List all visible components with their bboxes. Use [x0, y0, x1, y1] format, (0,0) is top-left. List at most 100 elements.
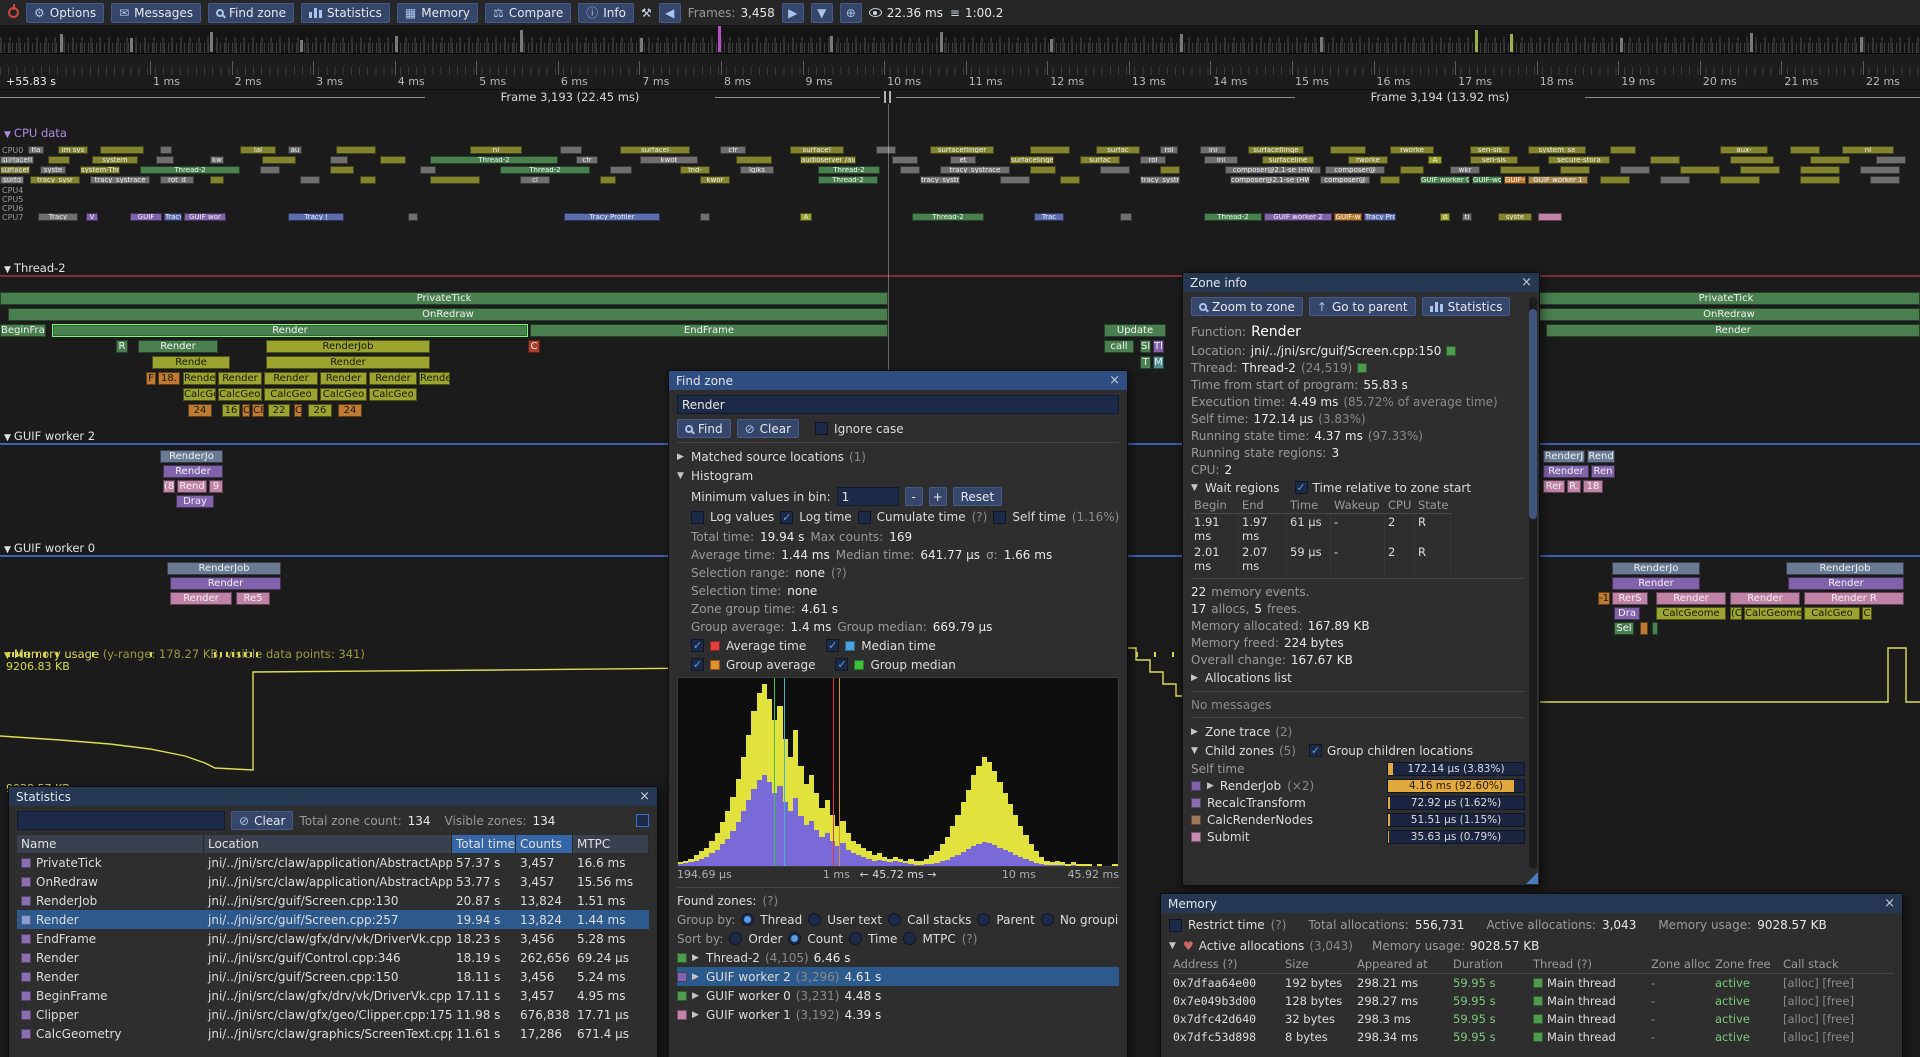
timeline-zone[interactable]: T [1140, 356, 1151, 369]
timeline-zone[interactable]: CalcGeo [320, 388, 367, 401]
timeline-zone[interactable]: tracy_systrace [1140, 176, 1180, 184]
scrollbar-thumb[interactable] [1529, 309, 1537, 519]
timeline-zone[interactable] [1160, 166, 1180, 174]
timeline-zone[interactable]: wkr [1450, 166, 1480, 174]
column-header-counts[interactable]: Counts [516, 835, 573, 853]
timeline-zone[interactable] [1560, 166, 1590, 174]
timeline-zone[interactable]: Rer [1543, 480, 1565, 493]
timeline-zone[interactable]: Render [52, 324, 528, 337]
timeline-zone[interactable]: Render [1730, 592, 1800, 605]
timeline-zone[interactable]: V [86, 213, 98, 221]
timeline-zone[interactable]: Render R [1804, 592, 1904, 605]
timeline-zone[interactable]: fnd- [680, 166, 710, 174]
reset-button[interactable]: Reset [952, 487, 1003, 506]
timeline-zone[interactable] [1800, 166, 1840, 174]
time-relative-checkbox[interactable]: ✓ [1294, 481, 1308, 494]
child-zone-row[interactable]: Self time 172.14 μs (3.83%) [1191, 760, 1525, 777]
timeline-zone[interactable] [1650, 156, 1680, 164]
cumulate-time-checkbox[interactable] [857, 510, 871, 524]
timeline-zone[interactable]: surfaceline [1262, 156, 1314, 164]
timeline-zone[interactable]: sen-sis [1470, 146, 1510, 154]
zone-name-cell[interactable]: EndFrame [17, 929, 204, 948]
frame-bar[interactable] [130, 38, 133, 52]
child-zone-row[interactable]: CalcRenderNodes 51.51 μs (1.15%) [1191, 811, 1525, 828]
timeline-zone[interactable]: 18. [158, 372, 180, 385]
timeline-zone[interactable] [380, 156, 406, 164]
column-header-appearedat[interactable]: Appeared at [1353, 955, 1449, 974]
timeline-zone[interactable]: Render [1656, 592, 1726, 605]
timeline-zone[interactable] [1330, 146, 1366, 154]
timeline-zone[interactable] [48, 156, 70, 164]
stats-options-toggle[interactable] [636, 814, 649, 827]
timeline-zone[interactable] [1810, 156, 1850, 164]
column-header-duration[interactable]: Duration [1449, 955, 1529, 974]
timeline-zone[interactable] [160, 146, 172, 154]
timeline-zone[interactable]: ini [1204, 156, 1238, 164]
timeline-zone[interactable] [1030, 146, 1070, 154]
timeline-zone[interactable] [1500, 166, 1540, 174]
timeline-zone[interactable]: Thread-2 [430, 156, 558, 164]
timeline-zone[interactable]: sen-sis [1470, 156, 1518, 164]
frame-overview-strip[interactable] [0, 26, 1920, 54]
timeline-zone[interactable]: RerS [1612, 592, 1648, 605]
call-stack-cell[interactable]: [alloc] [free] [1783, 1012, 1855, 1026]
timeline-zone[interactable]: fla [28, 146, 44, 154]
timeline-zone[interactable] [1876, 156, 1906, 164]
timeline-zone[interactable]: Render [218, 372, 262, 385]
zone-info-titlebar[interactable]: Zone info × [1183, 273, 1539, 292]
timeline-zone[interactable]: rot_d [160, 176, 194, 184]
frame-bar[interactable] [395, 36, 398, 52]
timeline-zone[interactable]: CalcGeomet [1744, 607, 1802, 620]
zone-name-cell[interactable]: Render [17, 948, 204, 967]
call-stacks-radio[interactable] [888, 913, 902, 926]
timeline-zone[interactable]: nl [470, 146, 522, 154]
location-value[interactable]: jni/../jni/src/guif/Screen.cpp:150 [1250, 343, 1442, 358]
zone-name-cell[interactable]: OnRedraw [17, 872, 204, 891]
timeline-zone[interactable]: Update [1104, 324, 1166, 337]
timeline-zone[interactable] [262, 156, 296, 164]
close-icon[interactable]: × [1884, 896, 1895, 911]
timeline-zone[interactable]: kw [210, 156, 224, 164]
timeline-zone[interactable] [1600, 176, 1630, 184]
close-icon[interactable]: × [639, 789, 650, 804]
timeline-zone[interactable]: kwot [640, 156, 698, 164]
timeline-zone[interactable]: GUIF-work [1472, 176, 1502, 184]
average-time-checkbox[interactable]: ✓ [691, 639, 704, 652]
timeline-zone[interactable] [1640, 622, 1648, 635]
timeline-zone[interactable]: surfacefli [0, 166, 30, 174]
timeline-zone[interactable]: A [1428, 156, 1442, 164]
timeline-zone[interactable] [900, 166, 920, 174]
thread-section-header[interactable]: ▼ GUIF worker 0 [4, 541, 96, 555]
column-header-location[interactable]: Location [204, 835, 452, 853]
statistics-titlebar[interactable]: Statistics × [9, 787, 657, 806]
timeline-zone[interactable]: CalcGeor [218, 388, 262, 401]
user-text-radio[interactable] [808, 913, 822, 926]
ignore-case-checkbox[interactable] [815, 422, 829, 435]
time-radio[interactable] [849, 932, 863, 945]
min-bin-input[interactable] [836, 487, 899, 506]
timeline-zone[interactable]: cfr [720, 146, 746, 154]
self-time-checkbox[interactable] [993, 510, 1007, 524]
timeline-zone[interactable]: OnRedraw [1538, 308, 1920, 321]
find-zone-button[interactable]: Find zone [208, 2, 295, 23]
frame-bar[interactable] [1320, 37, 1323, 52]
group-children-checkbox[interactable]: ✓ [1308, 744, 1322, 757]
timeline-zone[interactable] [1740, 166, 1780, 174]
timeline-zone[interactable]: Render [1612, 577, 1700, 590]
timeline-zone[interactable] [1538, 213, 1562, 221]
frame-bar[interactable] [640, 38, 643, 52]
close-icon[interactable]: × [1521, 275, 1532, 290]
timeline-zone[interactable]: A [800, 213, 812, 221]
timeline-zone[interactable] [1000, 176, 1030, 184]
frame-dropdown-button[interactable]: ▼ [810, 2, 833, 23]
timeline-zone[interactable]: syste [1498, 213, 1532, 221]
timeline-zone[interactable] [1790, 146, 1820, 154]
timeline-zone[interactable]: Tracy [38, 213, 78, 221]
frame-bar[interactable] [210, 32, 213, 52]
timeline-zone[interactable]: 22 [268, 404, 290, 417]
timeline-zone[interactable]: Trac [1034, 213, 1064, 221]
frame-bar[interactable] [1620, 38, 1623, 52]
timeline-zone[interactable]: audioserver /audio [800, 156, 856, 164]
timeline-zone[interactable]: cfr [576, 156, 598, 164]
tools-button[interactable]: ⚒ [641, 6, 652, 20]
